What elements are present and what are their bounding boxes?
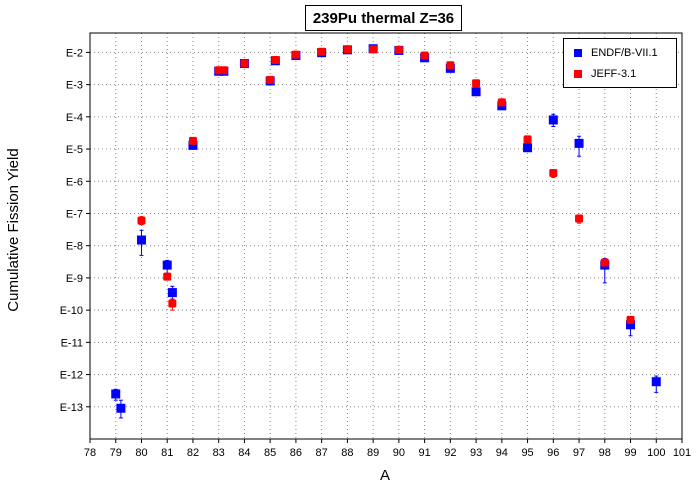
x-tick-label: 95: [521, 447, 533, 459]
x-tick-label: 93: [470, 447, 482, 459]
x-tick-label: 89: [367, 447, 379, 459]
x-tick-label: 101: [673, 447, 691, 459]
x-axis-ticks: 78 79 80 81 82 83 84 85 86 87 88 89 90 91 92 93 94 95 96 97…: [84, 439, 691, 459]
data-point: [471, 87, 481, 97]
y-tick-label: E-11: [61, 337, 83, 349]
x-tick-label: 81: [161, 447, 173, 459]
x-tick-label: 97: [573, 447, 585, 459]
y-tick-label: E-5: [66, 144, 83, 156]
data-point: [136, 235, 146, 245]
x-tick-label: 96: [547, 447, 559, 459]
data-point: [168, 299, 177, 308]
data-point: [651, 377, 661, 387]
x-tick-label: 88: [341, 447, 353, 459]
x-tick-label: 92: [444, 447, 456, 459]
data-point: [446, 61, 455, 70]
x-tick-label: 91: [418, 447, 430, 459]
x-tick-label: 94: [496, 447, 508, 459]
data-point: [549, 169, 558, 178]
data-point: [111, 389, 121, 399]
y-tick-label: E-12: [60, 370, 83, 382]
legend-swatch-jeff: [574, 70, 582, 79]
legend-swatch-endf: [574, 49, 582, 58]
data-point: [167, 288, 177, 298]
y-tick-label: E-9: [66, 273, 83, 285]
x-tick-label: 78: [84, 447, 96, 459]
x-tick-label: 87: [316, 447, 328, 459]
x-axis-label: A: [379, 467, 390, 484]
data-point: [626, 315, 635, 324]
x-tick-label: 85: [264, 447, 276, 459]
data-point: [394, 45, 403, 54]
data-point: [472, 79, 481, 88]
data-point: [240, 59, 249, 68]
x-tick-label: 82: [187, 447, 199, 459]
data-point: [548, 115, 558, 125]
data-point: [162, 260, 172, 270]
chart-title: 239Pu thermal Z=36: [305, 5, 462, 31]
legend-entry-jeff: JEFF-3.1: [574, 67, 636, 81]
data-point: [369, 45, 378, 54]
data-point: [163, 272, 172, 281]
y-tick-label: E-2: [66, 47, 83, 59]
x-tick-label: 79: [110, 447, 122, 459]
y-axis-ticks: E-2 E-3 E-4 E-5 E-6 E-7 E-8 E-9 E-10 E-11 E-12 E-13: [60, 47, 90, 414]
x-tick-label: 86: [290, 447, 302, 459]
data-point: [317, 47, 326, 56]
data-point: [188, 140, 198, 150]
y-tick-label: E-8: [66, 241, 83, 253]
x-tick-label: 84: [238, 447, 250, 459]
y-tick-label: E-10: [60, 305, 83, 317]
legend: ENDF/B-VII.1 JEFF-3.1: [563, 38, 677, 88]
legend-label-jeff: JEFF-3.1: [591, 68, 637, 80]
x-tick-label: 80: [135, 447, 147, 459]
x-tick-label: 90: [393, 447, 405, 459]
data-point: [137, 216, 146, 225]
legend-label-endf: ENDF/B-VII.1: [591, 47, 658, 59]
x-tick-label: 100: [647, 447, 665, 459]
data-point: [188, 136, 197, 145]
data-point: [219, 66, 228, 75]
data-point: [116, 403, 126, 413]
y-tick-label: E-13: [60, 402, 83, 414]
grid-lines: [90, 33, 682, 439]
data-point: [523, 135, 532, 144]
x-tick-label: 83: [213, 447, 225, 459]
x-tick-label: 98: [599, 447, 611, 459]
data-point: [523, 143, 533, 153]
y-tick-label: E-4: [66, 112, 83, 124]
plot-frame: [89, 32, 683, 440]
data-point: [497, 98, 506, 107]
legend-entry-endf: ENDF/B-VII.1: [574, 46, 658, 60]
y-tick-label: E-3: [66, 80, 83, 92]
data-point: [574, 138, 584, 148]
data-point: [266, 75, 275, 84]
y-tick-label: E-6: [66, 176, 83, 188]
y-axis-label: Cumulative Fission Yield: [5, 148, 22, 312]
data-point: [291, 50, 300, 59]
data-points: [111, 44, 661, 413]
data-point: [626, 320, 636, 330]
x-tick-label: 99: [624, 447, 636, 459]
y-tick-label: E-7: [66, 208, 83, 220]
data-point: [600, 258, 609, 267]
data-point: [420, 51, 429, 60]
data-point: [271, 56, 280, 65]
data-point: [575, 214, 584, 223]
data-point: [343, 45, 352, 54]
